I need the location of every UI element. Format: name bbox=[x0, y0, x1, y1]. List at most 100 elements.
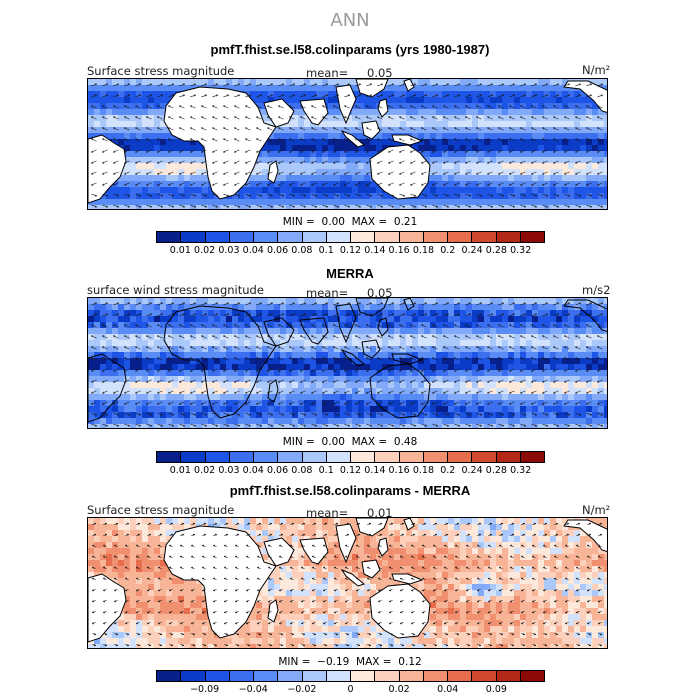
colorbar-tick-label: 0.04 bbox=[437, 684, 459, 695]
panel3-mean-value: 0.01 bbox=[367, 506, 393, 520]
colorbar-swatch bbox=[205, 452, 230, 462]
colorbar-swatch bbox=[278, 232, 303, 242]
colorbar-tick-label: 0.02 bbox=[388, 684, 410, 695]
colorbar-tick-label: 0.24 bbox=[461, 465, 483, 476]
colorbar-swatch bbox=[254, 232, 279, 242]
panel2-mean-label: mean= bbox=[306, 286, 349, 300]
colorbar-swatch bbox=[229, 232, 254, 242]
land-philippines bbox=[377, 317, 389, 337]
colorbar-tick-label: 0.12 bbox=[339, 245, 362, 256]
land-new-guinea bbox=[391, 573, 424, 585]
land-philippines bbox=[377, 537, 389, 557]
land-japan bbox=[403, 518, 415, 531]
colorbar-tick-label: 0.09 bbox=[485, 684, 507, 695]
panel2-colorbar-ticks: 0.01 0.02 0.03 0.04 0.06 0.08 0.1 0.12 0.14 0.16 0… bbox=[156, 465, 545, 477]
colorbar-tick-label: 0.04 bbox=[242, 465, 264, 476]
colorbar-swatch bbox=[254, 671, 279, 681]
colorbar-swatch bbox=[496, 671, 521, 681]
field-shading bbox=[88, 298, 607, 428]
panel1-title: pmfT.fhist.se.l58.colinparams (yrs 1980-… bbox=[210, 42, 490, 57]
colorbar-swatch bbox=[448, 671, 473, 681]
colorbar-swatch bbox=[157, 452, 182, 462]
land-south-america bbox=[88, 134, 127, 204]
land-borneo bbox=[361, 339, 381, 359]
colorbar-swatch bbox=[520, 671, 544, 681]
colorbar-swatch bbox=[205, 671, 230, 681]
colorbar-tick-label: 0.03 bbox=[218, 465, 240, 476]
colorbar-swatch bbox=[399, 232, 424, 242]
panel3-map bbox=[87, 517, 608, 649]
panel3-variable-label: Surface stress magnitude bbox=[87, 503, 235, 517]
wind-vectors bbox=[90, 83, 604, 208]
colorbar-swatch bbox=[302, 671, 327, 681]
colorbar-swatch bbox=[399, 452, 424, 462]
colorbar-swatch bbox=[496, 452, 521, 462]
land-australia bbox=[369, 363, 431, 419]
colorbar-tick-label: 0.04 bbox=[242, 245, 264, 256]
panel2-title: MERRA bbox=[326, 266, 374, 281]
land-masses bbox=[88, 518, 607, 643]
colorbar-tick-label: 0.06 bbox=[266, 245, 289, 256]
land-philippines bbox=[377, 98, 389, 118]
season-title: ANN bbox=[330, 10, 370, 31]
colorbar-tick-label: −0.04 bbox=[238, 684, 268, 695]
land-africa bbox=[163, 305, 277, 419]
colorbar-swatch bbox=[472, 452, 497, 462]
colorbar-swatch bbox=[229, 452, 254, 462]
colorbar-tick-label: 0 bbox=[347, 684, 354, 695]
colorbar-swatch bbox=[520, 232, 544, 242]
wind-vectors bbox=[91, 522, 603, 647]
colorbar-tick-label: 0.32 bbox=[510, 245, 532, 256]
colorbar-tick-label: 0.08 bbox=[291, 245, 313, 256]
colorbar-tick-label: 0.02 bbox=[194, 245, 216, 256]
colorbar-swatch bbox=[302, 452, 327, 462]
panel3-units: N/m² bbox=[582, 503, 611, 517]
colorbar-swatch bbox=[278, 452, 303, 462]
colorbar-tick-label: 0.12 bbox=[339, 465, 362, 476]
colorbar-swatch bbox=[423, 452, 448, 462]
land-se-asia bbox=[335, 523, 357, 564]
colorbar-tick-label: 0.16 bbox=[388, 245, 410, 256]
land-south-america bbox=[88, 573, 127, 643]
panel3-minmax: MIN = −0.19 MAX = 0.12 bbox=[278, 656, 422, 668]
land-africa bbox=[163, 525, 277, 639]
panel3-title: pmfT.fhist.se.l58.colinparams - MERRA bbox=[229, 483, 471, 498]
colorbar-tick-label: 0.28 bbox=[485, 245, 507, 256]
panel1-variable-label: Surface stress magnitude bbox=[87, 64, 235, 78]
colorbar-swatch bbox=[181, 671, 206, 681]
land-madagascar bbox=[267, 160, 279, 184]
colorbar-tick-label: −0.02 bbox=[287, 684, 317, 695]
colorbar-swatch bbox=[472, 671, 497, 681]
colorbar-tick-label: −0.09 bbox=[190, 684, 220, 695]
land-china-coast bbox=[355, 298, 389, 317]
land-arabia bbox=[263, 317, 295, 347]
land-central-america bbox=[563, 80, 607, 113]
colorbar-tick-label: 0.03 bbox=[218, 245, 240, 256]
land-india bbox=[299, 317, 329, 345]
panel1-mean-label: mean= bbox=[306, 66, 349, 80]
land-masses bbox=[88, 298, 607, 423]
colorbar-swatch bbox=[254, 452, 279, 462]
land-se-asia bbox=[335, 303, 357, 344]
panel1-minmax: MIN = 0.00 MAX = 0.21 bbox=[282, 216, 418, 228]
colorbar-swatch bbox=[496, 232, 521, 242]
land-new-guinea bbox=[391, 134, 424, 146]
land-japan bbox=[403, 79, 415, 92]
panel2-colorbar bbox=[156, 451, 545, 463]
colorbar-swatch bbox=[229, 671, 254, 681]
colorbar-swatch bbox=[157, 671, 182, 681]
land-arabia bbox=[263, 98, 295, 128]
land-central-america bbox=[563, 519, 607, 552]
land-australia bbox=[369, 583, 431, 639]
panel1-units: N/m² bbox=[582, 63, 611, 77]
colorbar-swatch bbox=[448, 232, 473, 242]
colorbar-tick-label: 0.14 bbox=[364, 465, 386, 476]
colorbar-swatch bbox=[181, 232, 206, 242]
panel3-colorbar bbox=[156, 670, 545, 682]
colorbar-tick-label: 0.1 bbox=[318, 465, 334, 476]
colorbar-tick-label: 0.02 bbox=[194, 465, 216, 476]
land-japan bbox=[403, 298, 415, 311]
colorbar-tick-label: 0.32 bbox=[510, 465, 532, 476]
panel1-colorbar bbox=[156, 231, 545, 243]
land-borneo bbox=[361, 559, 381, 579]
